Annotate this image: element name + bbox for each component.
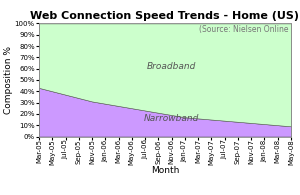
Y-axis label: Composition %: Composition % [4,46,13,114]
Text: Broadband: Broadband [147,62,196,71]
X-axis label: Month: Month [151,166,179,176]
Title: Web Connection Speed Trends - Home (US): Web Connection Speed Trends - Home (US) [31,11,299,21]
Text: (Source: Nielsen Online: (Source: Nielsen Online [199,25,289,34]
Text: Narrowband: Narrowband [144,114,199,123]
